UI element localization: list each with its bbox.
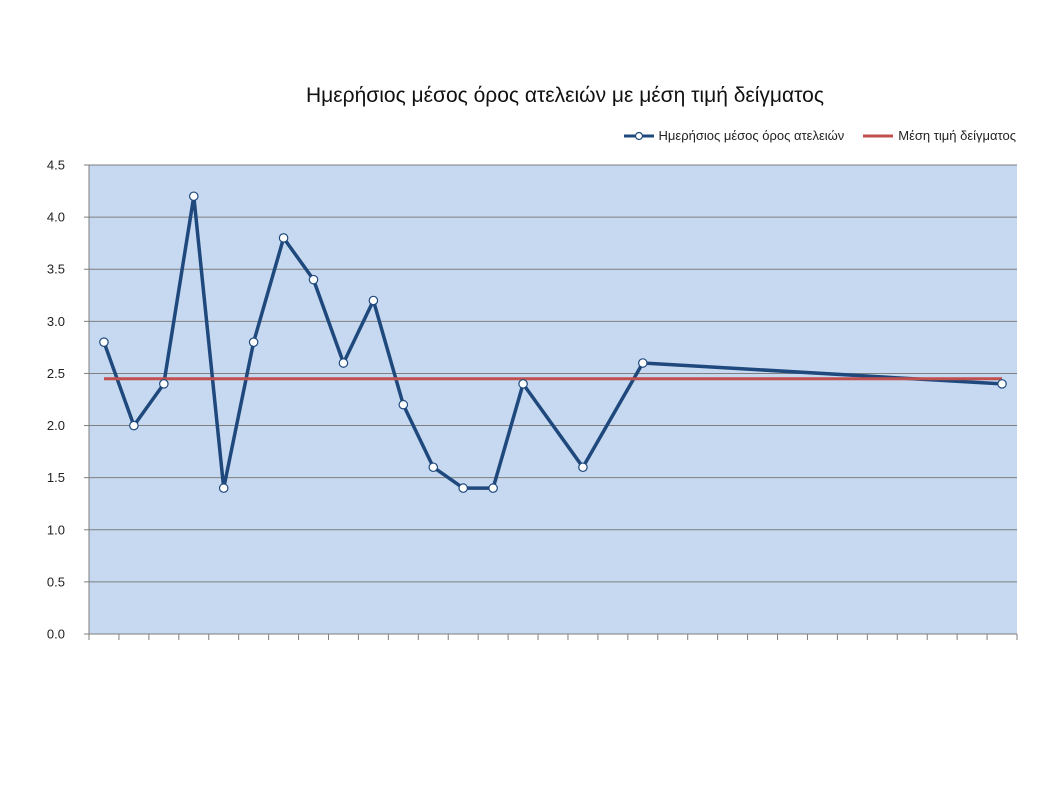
legend-item-daily-average: Ημερήσιος μέσος όρος ατελειών bbox=[623, 128, 845, 143]
data-point bbox=[338, 358, 349, 368]
data-point bbox=[458, 483, 468, 493]
legend-label-sample-mean: Μέση τιμή δείγματος bbox=[898, 128, 1016, 143]
legend-item-sample-mean: Μέση τιμή δείγματος bbox=[862, 128, 1016, 143]
data-point bbox=[428, 462, 439, 473]
y-tick-label: 0.0 bbox=[47, 627, 65, 642]
y-tick-label: 3.0 bbox=[47, 314, 65, 329]
plot-area bbox=[89, 165, 1017, 634]
legend-label-daily-average: Ημερήσιος μέσος όρος ατελειών bbox=[658, 128, 845, 143]
data-point bbox=[159, 379, 169, 389]
y-tick-label: 1.0 bbox=[47, 522, 65, 537]
data-point bbox=[398, 399, 409, 410]
data-point bbox=[99, 337, 109, 347]
data-point bbox=[278, 233, 289, 243]
data-point bbox=[578, 462, 588, 473]
y-tick-label: 2.5 bbox=[47, 366, 65, 381]
y-tick-label: 4.0 bbox=[47, 210, 65, 225]
chart-title: Ημερήσιος μέσος όρος ατελειών με μέση τι… bbox=[306, 84, 824, 107]
y-tick-label: 1.5 bbox=[47, 470, 65, 485]
y-tick-label: 0.5 bbox=[47, 574, 65, 589]
legend: Ημερήσιος μέσος όρος ατελειών Μέση τιμή … bbox=[623, 128, 1016, 143]
series-line-daily-average bbox=[102, 194, 1003, 490]
data-point bbox=[997, 379, 1007, 389]
legend-marker-daily-average bbox=[623, 131, 654, 140]
data-point bbox=[638, 358, 648, 368]
data-point bbox=[518, 379, 528, 389]
data-point bbox=[129, 420, 139, 431]
y-tick-label: 4.5 bbox=[47, 158, 65, 173]
y-tick-label: 2.0 bbox=[47, 418, 65, 433]
legend-marker-sample-mean bbox=[863, 134, 894, 137]
data-point bbox=[488, 483, 498, 493]
data-point bbox=[248, 337, 259, 347]
y-tick-label: 3.5 bbox=[47, 262, 65, 277]
data-point bbox=[368, 295, 379, 306]
data-point bbox=[188, 191, 199, 202]
data-point bbox=[218, 483, 229, 493]
data-point bbox=[308, 274, 319, 285]
